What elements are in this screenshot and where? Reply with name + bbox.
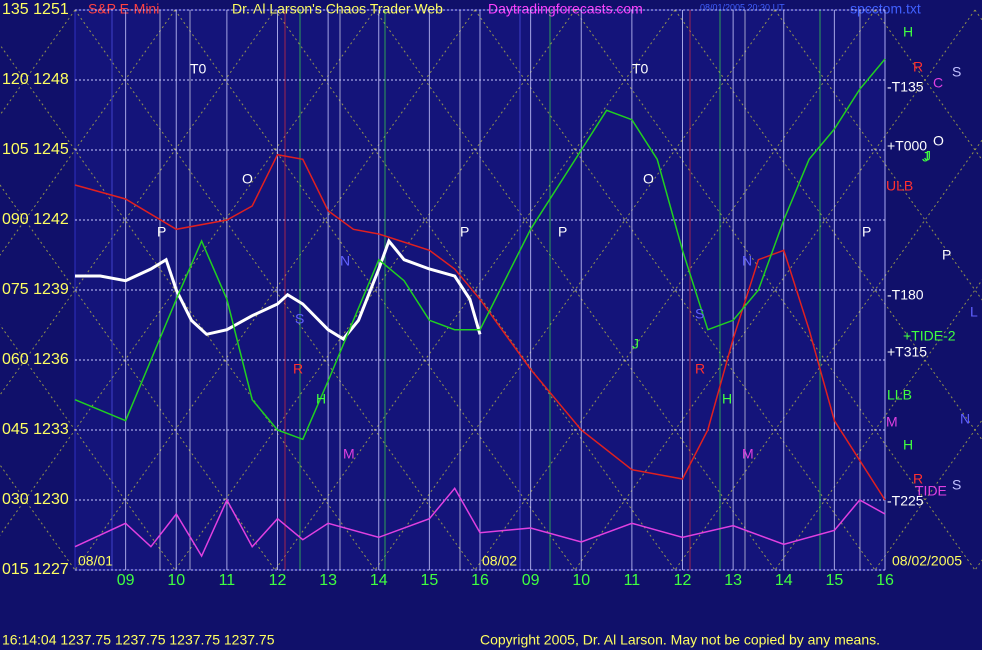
annotation: -T180 [887,287,924,303]
x-tick-label: 12 [674,572,692,589]
x-tick-label: 15 [825,572,843,589]
chart-title: Dr. Al Larson's Chaos Trader Web [232,1,443,17]
annotation: N [340,253,350,269]
annotation: H [903,24,913,40]
annotation: O [933,133,944,149]
x-tick-label: 10 [167,572,185,589]
annotation: S [952,64,961,80]
annotation: J [632,336,639,352]
annotation: P [157,224,166,240]
footer-quote: 16:14:04 1237.75 1237.75 1237.75 1237.75 [2,632,275,648]
annotation: O [242,171,253,187]
x-tick-label: 13 [724,572,742,589]
annotation: LLB [887,387,912,403]
date-label: 08/01 [78,553,113,569]
annotation: P [460,224,469,240]
annotation: N [960,411,970,427]
annotation: -T225 [887,493,924,509]
y-tick-label: 105 1245 [2,141,69,158]
annotation: J [922,149,929,165]
annotation: C [933,75,943,91]
annotation: +T315 [887,344,927,360]
x-tick-label: 10 [572,572,590,589]
annotation: L [970,304,978,320]
copyright: Copyright 2005, Dr. Al Larson. May not b… [480,632,880,648]
y-tick-label: 090 1242 [2,211,69,228]
annotation: M [742,446,754,462]
y-tick-label: 015 1227 [2,561,69,578]
series-line [74,58,886,441]
series-line [74,153,886,501]
annotation: R [913,471,923,487]
instrument: S&P E-Mini [88,1,159,17]
annotation: TIDE [915,483,947,499]
annotation: M [343,446,355,462]
x-tick-label: 16 [876,572,894,589]
x-tick-label: 13 [319,572,337,589]
subtitle: Daytradingforecasts.com [488,1,643,17]
y-tick-label: 120 1248 [2,71,69,88]
x-tick-label: 14 [370,572,388,589]
annotation: -T135 [887,79,924,95]
series-line [75,237,482,341]
x-tick-label: 15 [420,572,438,589]
annotation: H [316,391,326,407]
annotation: S [952,477,961,493]
date-label: 08/02 [482,553,517,569]
series-line [74,486,886,558]
annotation: S [295,311,304,327]
annotation: P [558,224,567,240]
y-tick-label: 075 1239 [2,281,69,298]
x-tick-label: 16 [471,572,489,589]
x-tick-label: 11 [219,572,236,589]
x-tick-label: 09 [117,572,135,589]
x-tick-label: 09 [522,572,540,589]
annotation: ULB [886,178,913,194]
annotation: T0 [190,61,207,77]
y-tick-label: 060 1236 [2,351,69,368]
annotation: M [886,414,898,430]
annotation: S [695,306,704,322]
annotation: O [643,171,654,187]
annotation: J [924,148,931,164]
annotation: T0 [632,61,649,77]
x-tick-label: 14 [775,572,793,589]
annotation: R [695,361,705,377]
annotation: P [942,247,951,263]
annotation: P [862,224,871,240]
y-tick-label: 030 1230 [2,491,69,508]
timestamp: 08/01/2005 20:30 UT [700,2,785,12]
y-tick-label: 135 1251 [2,1,69,18]
annotation: R [913,59,923,75]
x-tick-label: 12 [269,572,287,589]
annotation: H [722,391,732,407]
annotation: H [903,437,913,453]
annotation: +TIDE-2 [903,328,956,344]
x-tick-label: 11 [624,572,641,589]
annotation: +T000 [887,138,927,154]
annotation: R [293,361,303,377]
file-name: spcctom.txt [850,1,921,17]
y-tick-label: 045 1233 [2,421,69,438]
date-label: 08/02/2005 [892,553,962,569]
annotation: N [742,253,752,269]
